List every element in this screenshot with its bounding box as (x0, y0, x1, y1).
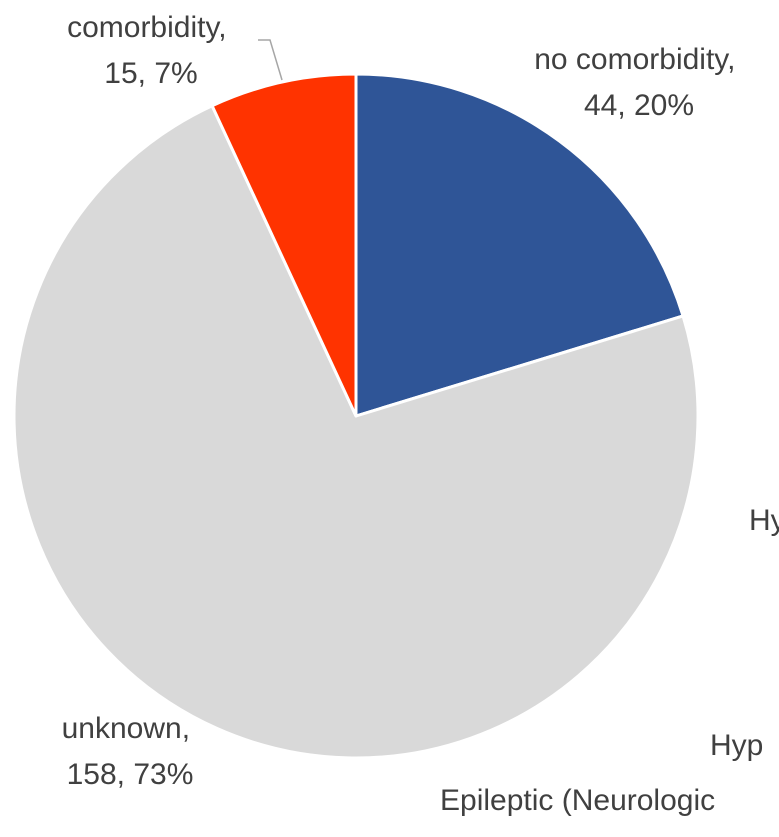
pie-slice-unknown (12, 104, 700, 760)
pie-slice-comorbidity (210, 72, 358, 418)
label-no-comorbidity-name: no comorbidity, (534, 43, 735, 76)
label-no-comorbidity-value: 44, 20% (584, 89, 694, 122)
pie-slices (12, 72, 700, 760)
clipped-text-hy: Hy (749, 504, 779, 537)
label-unknown-name: unknown, (62, 712, 190, 745)
pie-slice-no-comorbidity (354, 72, 685, 418)
leader-line-comorbidity (258, 39, 283, 81)
label-unknown-value: 158, 73% (67, 758, 194, 791)
clipped-text-epileptic: Epileptic (Neurologic (440, 784, 715, 817)
label-comorbidity-name: comorbidity, (67, 11, 227, 44)
label-comorbidity: comorbidity, 15, 7% (67, 11, 235, 90)
label-unknown: unknown, 158, 73% (62, 712, 199, 791)
clipped-text-hyp: Hyp (710, 729, 763, 762)
label-comorbidity-value: 15, 7% (104, 57, 197, 90)
label-no-comorbidity: no comorbidity, 44, 20% (534, 43, 744, 122)
